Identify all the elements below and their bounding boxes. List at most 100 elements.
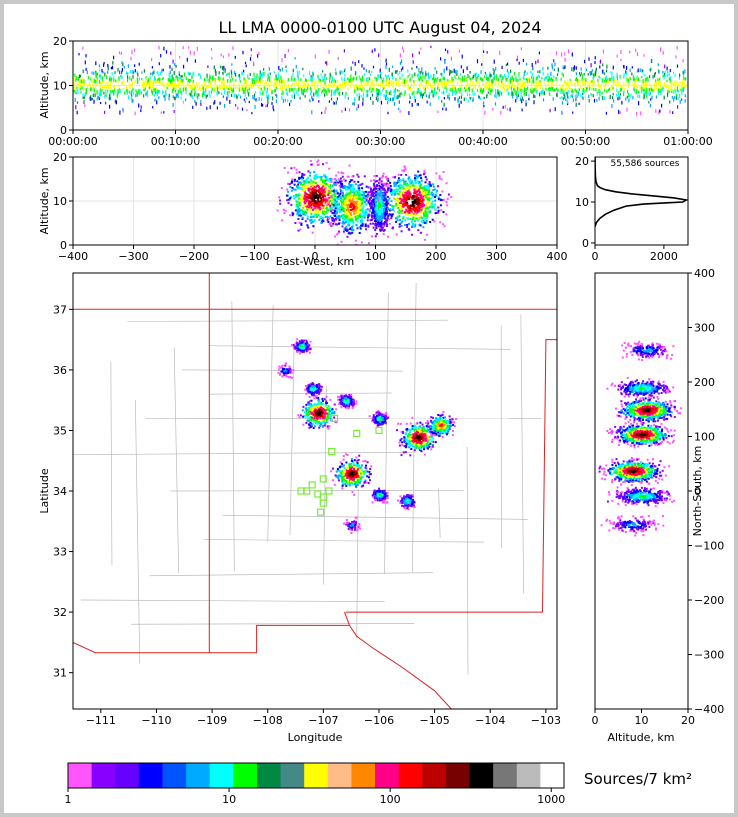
time-height-source: [287, 99, 289, 103]
time-height-source: [459, 77, 461, 81]
time-height-source: [634, 88, 636, 93]
ew-altitude-source: [433, 188, 436, 191]
time-height-source: [448, 92, 450, 97]
ew-altitude-source: [387, 199, 390, 202]
ew-altitude-source: [352, 210, 355, 213]
ew-altitude-source: [404, 224, 406, 226]
ew-altitude-source: [427, 195, 430, 198]
time-height-source: [205, 84, 207, 87]
time-height-source: [221, 92, 223, 95]
ew-altitude-source: [447, 193, 450, 196]
ew-altitude-source: [383, 207, 386, 210]
ew-altitude-source: [321, 206, 324, 209]
time-height-source: [414, 99, 416, 103]
time-height-source: [311, 110, 313, 115]
ew-altitude-source: [379, 221, 382, 224]
ew-altitude-source: [426, 206, 429, 209]
time-height-source: [469, 80, 471, 85]
ew-altitude-source: [325, 202, 328, 205]
time-height-sources: [73, 45, 688, 116]
time-height-source: [521, 84, 523, 88]
ew-altitude-source: [359, 226, 362, 228]
ew-altitude-source: [383, 209, 386, 212]
ew-altitude-source: [296, 186, 299, 189]
time-height-source: [515, 76, 517, 79]
time-height-source: [532, 66, 534, 71]
time-height-source: [618, 82, 620, 86]
ew-altitude-source: [381, 185, 384, 188]
time-height-source: [203, 91, 205, 95]
ew-altitude-source: [374, 235, 377, 238]
time-height-source: [570, 87, 572, 91]
ew-altitude-source: [375, 174, 378, 177]
time-height-source: [321, 111, 323, 115]
time-height-source: [377, 74, 379, 78]
time-height-source: [460, 100, 462, 104]
time-height-source: [462, 69, 464, 74]
time-height-source: [166, 86, 168, 90]
time-height-source: [454, 88, 456, 93]
ew-altitude-source: [384, 196, 387, 199]
time-height-source: [391, 72, 393, 77]
ew-altitude-source: [298, 177, 301, 180]
time-height-source: [543, 86, 545, 91]
ew-altitude-source: [346, 199, 349, 201]
time-height-source: [593, 88, 595, 91]
ew-altitude-source: [350, 203, 353, 206]
time-height-source: [239, 80, 241, 83]
time-height-source: [442, 81, 444, 84]
ew-altitude-source: [311, 202, 314, 205]
ew-altitude-source: [423, 169, 426, 172]
ew-altitude-source: [334, 207, 337, 210]
time-height-source: [437, 77, 439, 80]
time-height-source: [493, 71, 495, 76]
time-height-source: [428, 75, 430, 79]
time-height-source: [290, 85, 292, 88]
ew-altitude-source: [381, 206, 384, 209]
ew-altitude-source: [304, 210, 307, 213]
ew-altitude-source: [336, 203, 339, 206]
time-height-source: [295, 90, 297, 94]
time-height-source: [222, 85, 224, 90]
time-height-source: [671, 89, 673, 94]
time-height-source: [394, 87, 397, 92]
ew-altitude-source: [414, 223, 417, 226]
time-height-source: [82, 69, 84, 74]
time-height-source: [422, 74, 424, 79]
time-height-source: [278, 75, 280, 80]
time-height-source: [550, 71, 552, 76]
ew-altitude-source: [347, 213, 350, 216]
time-height-source: [676, 45, 678, 50]
time-height-source: [267, 77, 269, 81]
time-height-source: [226, 91, 228, 96]
ew-altitude-source: [303, 200, 306, 203]
time-height-source: [338, 92, 340, 95]
ew-altitude-source: [324, 205, 327, 208]
time-height-ylabel: Altitude, km: [38, 51, 51, 118]
time-height-source: [355, 71, 357, 75]
ew-altitude-source: [421, 197, 424, 200]
time-height-source: [509, 107, 511, 112]
time-height-source: [490, 82, 492, 86]
ew-altitude-source: [338, 219, 341, 222]
time-height-source: [402, 46, 404, 50]
ew-altitude-source: [370, 235, 373, 238]
ew-altitude-source: [333, 201, 336, 204]
time-height-source: [337, 56, 339, 61]
ew-altitude-source: [348, 192, 351, 195]
time-height-source: [670, 87, 673, 92]
time-height-source: [183, 85, 185, 89]
time-height-source: [545, 83, 547, 87]
time-height-source: [361, 78, 363, 82]
ew-altitude-source: [375, 180, 378, 182]
ew-altitude-source: [421, 189, 424, 192]
time-height-source: [494, 102, 497, 106]
ew-altitude-source: [361, 210, 364, 213]
ew-altitude-source: [367, 191, 370, 194]
time-height-source: [322, 79, 324, 82]
ew-altitude-source: [417, 170, 420, 173]
time-height-source: [157, 80, 159, 84]
ew-altitude-source: [345, 216, 348, 219]
time-height-source: [649, 83, 651, 87]
time-height-source: [99, 85, 101, 88]
